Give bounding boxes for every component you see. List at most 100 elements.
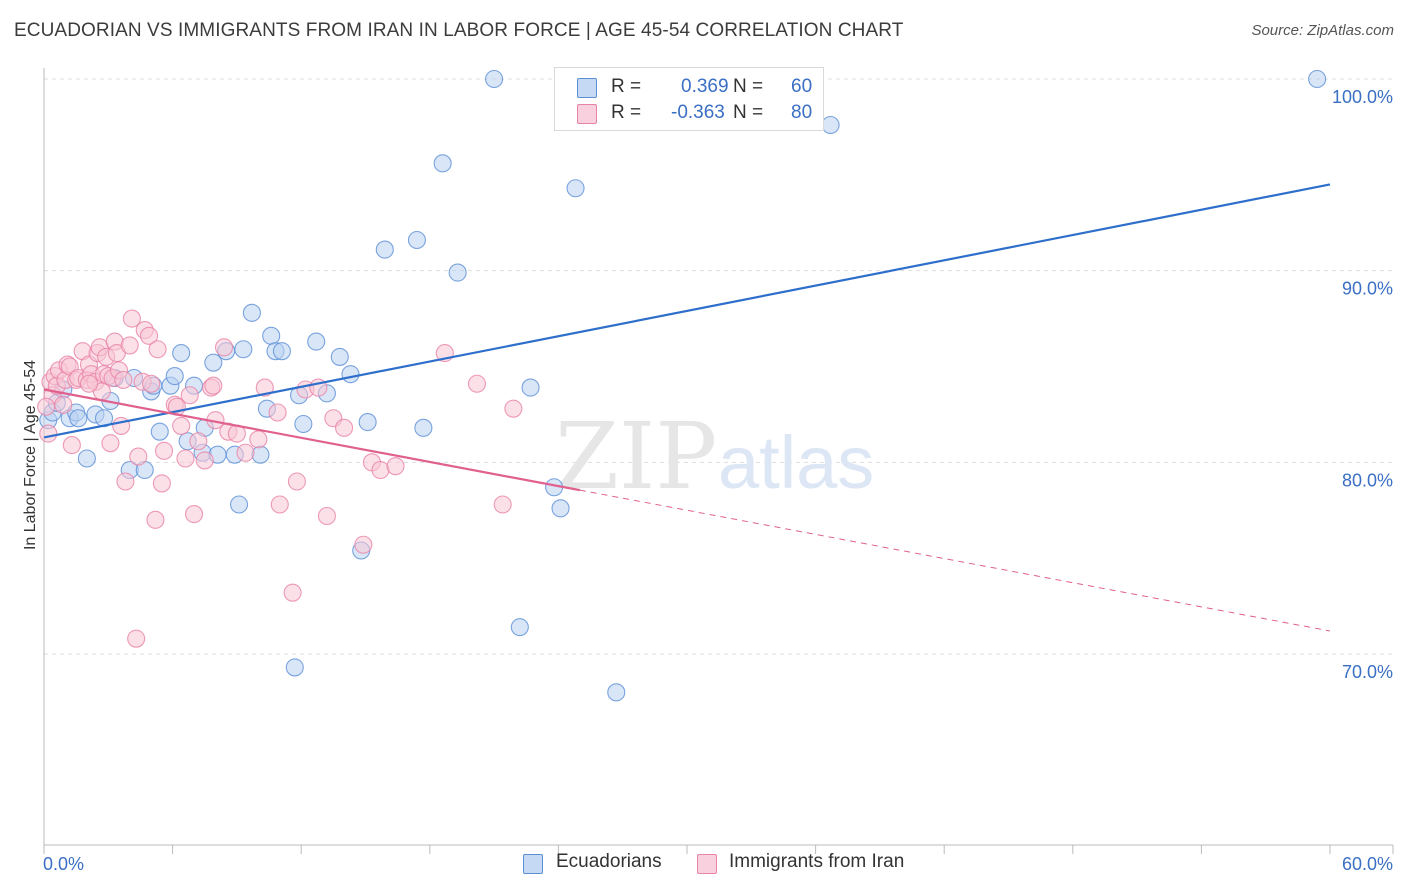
point-iran bbox=[152, 474, 171, 493]
point-ecuadorians bbox=[204, 353, 223, 372]
legend-swatch-ecuadorians bbox=[523, 854, 543, 874]
point-iran bbox=[270, 495, 289, 514]
point-ecuadorians bbox=[262, 326, 281, 345]
point-ecuadorians bbox=[272, 342, 291, 361]
gridlines bbox=[44, 78, 1393, 655]
trend-lines bbox=[43, 183, 1331, 632]
axes bbox=[43, 68, 1394, 854]
y-axis-title: In Labor Force | Age 45-54 bbox=[22, 360, 39, 550]
point-iran bbox=[386, 457, 405, 476]
point-iran bbox=[180, 386, 199, 405]
point-iran bbox=[79, 374, 99, 393]
trendline-iran bbox=[43, 388, 581, 492]
point-iran bbox=[129, 447, 148, 466]
point-ecuadorians bbox=[77, 449, 96, 468]
point-ecuadorians bbox=[285, 658, 304, 677]
point-iran bbox=[493, 495, 512, 514]
point-iran bbox=[101, 434, 120, 453]
point-ecuadorians bbox=[551, 499, 570, 518]
point-iran bbox=[176, 449, 195, 468]
point-iran bbox=[354, 535, 373, 554]
point-iran bbox=[62, 436, 81, 455]
y-tick-label: 80.0% bbox=[1342, 470, 1393, 490]
point-iran bbox=[120, 336, 139, 355]
point-iran bbox=[139, 326, 159, 345]
point-ecuadorians bbox=[521, 378, 540, 397]
point-iran bbox=[371, 460, 390, 480]
source-credit: Source: ZipAtlas.com bbox=[1251, 22, 1394, 39]
point-ecuadorians bbox=[330, 347, 349, 366]
legend-swatch-iran bbox=[697, 854, 717, 874]
legend-r-label: R = bbox=[611, 76, 642, 97]
point-iran bbox=[287, 472, 306, 491]
point-ecuadorians bbox=[414, 418, 433, 437]
point-ecuadorians bbox=[375, 240, 394, 259]
point-iran bbox=[154, 441, 174, 460]
point-iran bbox=[283, 583, 302, 602]
point-iran bbox=[317, 506, 336, 526]
legend-n-value: 60 bbox=[791, 76, 813, 97]
point-ecuadorians bbox=[150, 422, 169, 441]
point-ecuadorians bbox=[172, 344, 191, 363]
y-tick-label: 70.0% bbox=[1342, 662, 1393, 682]
legend-n-label: N = bbox=[733, 76, 764, 97]
point-iran bbox=[37, 397, 56, 416]
point-ecuadorians bbox=[358, 413, 377, 432]
series-points bbox=[37, 69, 1327, 702]
x-tick-label-min: 0.0% bbox=[43, 854, 84, 874]
point-ecuadorians bbox=[69, 409, 88, 428]
point-ecuadorians bbox=[341, 365, 360, 384]
legend-label-ecuadorians: Ecuadorians bbox=[556, 851, 662, 872]
point-iran bbox=[122, 309, 141, 328]
point-iran bbox=[249, 430, 268, 449]
point-iran bbox=[184, 505, 204, 524]
point-iran bbox=[195, 451, 214, 470]
legend-swatch-iran bbox=[577, 104, 597, 124]
point-iran bbox=[268, 403, 287, 422]
point-iran bbox=[255, 378, 274, 397]
point-iran bbox=[127, 629, 146, 648]
point-ecuadorians bbox=[165, 367, 184, 386]
point-iran bbox=[189, 432, 208, 451]
chart-title: ECUADORIAN VS IMMIGRANTS FROM IRAN IN LA… bbox=[14, 20, 904, 41]
watermark-atlas: atlas bbox=[718, 421, 874, 504]
point-ecuadorians bbox=[407, 230, 426, 250]
y-tick-label: 100.0% bbox=[1332, 87, 1393, 107]
point-iran bbox=[116, 472, 135, 491]
point-ecuadorians bbox=[234, 340, 253, 359]
point-ecuadorians bbox=[510, 618, 529, 637]
point-iran bbox=[214, 338, 234, 357]
legend-swatch-ecuadorians bbox=[577, 78, 597, 98]
point-ecuadorians bbox=[229, 495, 249, 514]
legend-label-iran: Immigrants from Iran bbox=[729, 851, 905, 872]
point-iran bbox=[504, 399, 523, 418]
point-ecuadorians bbox=[94, 409, 114, 428]
y-tick-labels: 100.0% 90.0% 80.0% 70.0% bbox=[1332, 87, 1393, 682]
point-iran bbox=[172, 416, 191, 435]
point-ecuadorians bbox=[1308, 69, 1327, 89]
point-ecuadorians bbox=[607, 683, 626, 702]
point-iran bbox=[142, 374, 161, 393]
point-iran bbox=[114, 370, 133, 389]
point-iran bbox=[236, 443, 255, 462]
point-ecuadorians bbox=[566, 179, 585, 198]
point-ecuadorians bbox=[485, 69, 504, 89]
legend-n-label: N = bbox=[733, 102, 764, 123]
point-iran bbox=[204, 376, 223, 395]
point-ecuadorians bbox=[242, 303, 261, 322]
point-iran bbox=[335, 418, 354, 437]
y-tick-label: 90.0% bbox=[1342, 279, 1393, 299]
legend-r-value: -0.363 bbox=[671, 102, 725, 123]
point-iran bbox=[54, 395, 73, 414]
watermark-zip: ZIP bbox=[555, 403, 717, 510]
point-ecuadorians bbox=[294, 414, 313, 434]
trendline-iran-extrapolated bbox=[579, 489, 1331, 632]
point-ecuadorians bbox=[448, 263, 467, 282]
point-ecuadorians bbox=[307, 332, 326, 351]
legend-n-value: 80 bbox=[791, 102, 813, 123]
point-ecuadorians bbox=[251, 445, 270, 464]
point-ecuadorians bbox=[821, 115, 840, 135]
point-iran bbox=[148, 340, 167, 359]
point-iran bbox=[39, 424, 58, 443]
watermark: ZIP atlas bbox=[555, 403, 874, 510]
